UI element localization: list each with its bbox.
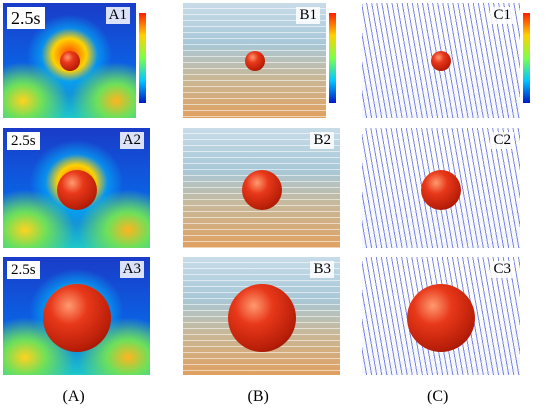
sphere (244, 50, 265, 71)
time-label: 2.5s (7, 261, 40, 279)
sphere (431, 50, 451, 71)
panel: A2 2.5s (3, 128, 150, 248)
sphere (227, 284, 296, 353)
sphere (407, 284, 475, 353)
sphere (56, 170, 97, 211)
panel-label: C2 (490, 132, 514, 149)
panel-label: B1 (296, 7, 320, 24)
sphere (241, 170, 282, 211)
panel-label: B2 (310, 132, 334, 149)
panel: A3 2.5s (3, 257, 150, 375)
panel: C3 (362, 257, 520, 375)
sphere (59, 50, 80, 71)
panel: B1 (183, 3, 326, 118)
panel-label: A1 (105, 7, 130, 24)
panel-label: B3 (310, 261, 334, 278)
panel: B3 (183, 257, 340, 375)
panel: C2 (362, 128, 520, 248)
column-label: (B) (247, 388, 269, 405)
panel: B2 (183, 128, 340, 248)
time-label: 2.5s (7, 132, 40, 150)
panel-label: C3 (490, 261, 514, 278)
column-label: (C) (427, 388, 449, 405)
panel: C1 (362, 3, 520, 118)
sphere (42, 284, 111, 353)
colorbar (139, 13, 146, 103)
panel-label: A3 (119, 261, 144, 278)
column-label: (A) (62, 388, 85, 405)
panel: A1 2.5s (3, 3, 136, 118)
panel-label: C1 (490, 7, 514, 24)
colorbar (523, 13, 530, 103)
sphere (421, 170, 461, 211)
colorbar (329, 13, 336, 103)
panel-label: A2 (119, 132, 144, 149)
time-label: 2.5s (7, 7, 45, 29)
